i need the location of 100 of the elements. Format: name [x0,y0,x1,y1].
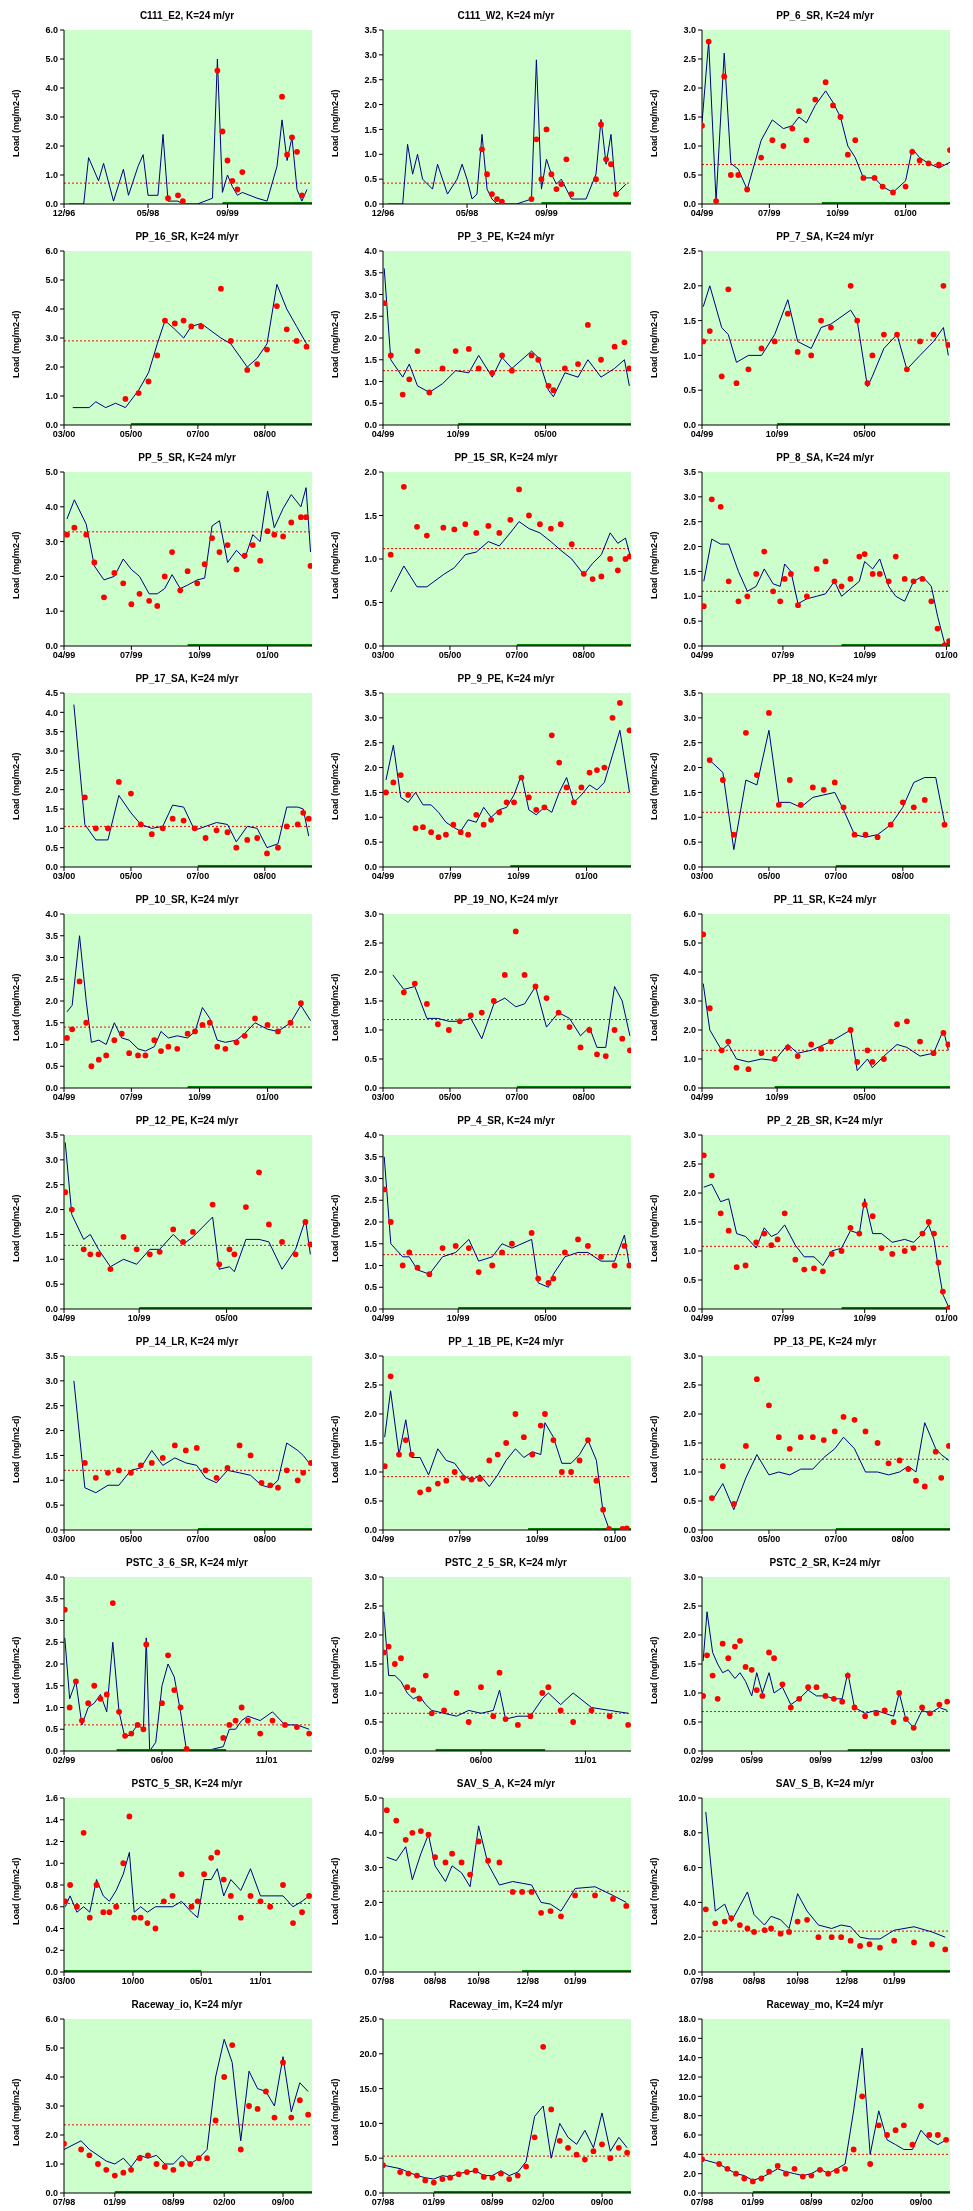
y-tick-label: 2.0 [683,83,696,94]
x-tick-label: 11/01 [255,1755,278,1766]
x-tick-label: 09/00 [909,2197,933,2208]
y-tick-label: 5.0 [45,2043,58,2054]
y-axis-title: Load (mg/m2-d) [330,89,341,157]
y-tick-label: 10.0 [678,2091,696,2102]
x-tick-label: 03/00 [371,1092,395,1103]
x-tick-label: 03/00 [52,1534,76,1545]
y-tick-label: 0.0 [45,641,58,652]
x-tick-label: 05/00 [215,1313,238,1324]
y-tick-label: 1.5 [364,354,377,365]
y-tick-label: 1.5 [683,1659,696,1670]
y-tick-label: 0.5 [364,1717,377,1728]
x-tick-label: 10/99 [188,650,211,661]
y-axis-title: Load (mg/m2-d) [330,1415,341,1483]
x-tick-label: 04/99 [52,1313,76,1324]
y-tick-label: 0.0 [45,2188,58,2199]
y-tick-label: 0.0 [364,420,377,431]
y-tick-label: 3.0 [45,112,58,123]
y-tick-label: 0.0 [45,1746,58,1757]
chart-title: PP_6_SR, K=24 m/yr [775,9,875,23]
y-tick-label: 2.0 [683,1409,696,1420]
y-tick-label: 1.5 [45,1450,58,1461]
y-tick-label: 2.0 [364,1217,377,1228]
x-tick-label: 01/99 [103,2197,127,2208]
y-tick-label: 4.0 [683,967,696,978]
y-tick-label: 1.0 [364,1467,377,1478]
y-tick-label: 4.0 [364,246,377,257]
y-tick-label: 2.0 [45,362,58,373]
y-tick-label: 0.5 [364,1054,377,1065]
x-tick-label: 02/99 [52,1755,76,1766]
y-tick-label: 5.0 [45,275,58,286]
y-tick-label: 2.0 [45,996,58,1007]
y-tick-label: 2.5 [683,516,696,527]
y-tick-label: 0.5 [45,1061,58,1072]
y-tick-label: 0.0 [364,1525,377,1536]
x-tick-label: 10/00 [121,1976,145,1987]
x-tick-label: 12/96 [52,208,76,219]
y-tick-label: 0.5 [364,174,377,185]
y-axis-title: Load (mg/m2-d) [330,1857,341,1925]
chart-title: PP_13_PE, K=24 m/yr [772,1335,878,1349]
y-tick-label: 0.5 [45,1279,58,1290]
y-tick-label: 0.6 [45,1901,58,1912]
y-tick-label: 3.0 [683,713,696,724]
x-tick-label: 07/99 [771,1313,795,1324]
x-tick-label: 05/98 [136,208,160,219]
y-tick-label: 0.5 [45,1724,58,1735]
chart-title: PP_2_2B_SR, K=24 m/yr [766,1114,884,1128]
y-tick-label: 1.0 [364,554,377,565]
y-tick-label: 6.0 [45,2014,58,2025]
x-tick-label: 11/01 [249,1976,272,1987]
y-tick-label: 1.5 [683,1438,696,1449]
y-tick-label: 3.0 [683,1351,696,1362]
y-tick-label: 3.0 [683,492,696,503]
y-tick-label: 1.0 [45,391,58,402]
y-tick-label: 2.5 [364,74,377,85]
x-tick-label: 01/00 [575,871,598,882]
x-tick-label: 12/96 [371,208,395,219]
y-tick-label: 1.5 [364,510,377,521]
chart-title: SAV_S_B, K=24 m/yr [774,1777,876,1791]
x-tick-label: 09/00 [271,2197,295,2208]
x-tick-label: 08/00 [253,1534,277,1545]
y-tick-label: 2.0 [45,1425,58,1436]
x-tick-label: 06/00 [150,1755,174,1766]
y-tick-label: 3.5 [364,267,377,278]
y-tick-label: 2.5 [683,1380,696,1391]
y-axis-title: Load (mg/m2-d) [649,531,660,599]
y-axis-title: Load (mg/m2-d) [330,310,341,378]
y-tick-label: 2.5 [364,1195,377,1206]
y-tick-label: 14.0 [678,2052,696,2063]
chart-title: PSTC_2_SR, K=24 m/yr [768,1556,882,1570]
y-tick-label: 2.5 [45,1400,58,1411]
chart-title: PP_12_PE, K=24 m/yr [134,1114,240,1128]
y-tick-label: 4.0 [45,304,58,315]
x-tick-label: 08/00 [891,1534,915,1545]
y-tick-label: 0.0 [683,862,696,873]
y-tick-label: 1.5 [683,566,696,577]
x-tick-label: 07/99 [758,208,781,219]
y-tick-label: 1.6 [45,1793,58,1804]
x-tick-label: 01/00 [603,1534,627,1545]
y-tick-label: 4.0 [45,2072,58,2083]
x-tick-label: 07/98 [690,1976,714,1987]
chart-title: PP_7_SA, K=24 m/yr [775,230,875,244]
y-tick-label: 2.0 [683,2168,696,2179]
y-tick-label: 0.2 [45,1945,58,1956]
y-tick-label: 4.5 [45,688,58,699]
y-tick-label: 2.0 [45,1659,58,1670]
chart-title: C111_E2, K=24 m/yr [138,9,236,23]
x-tick-label: 04/99 [690,429,714,440]
y-tick-label: 8.0 [683,2110,696,2121]
y-tick-label: 1.5 [683,1217,696,1228]
y-tick-label: 1.0 [45,1702,58,1713]
y-tick-label: 1.0 [683,812,696,823]
y-tick-label: 1.5 [364,1659,377,1670]
y-tick-label: 1.5 [45,1680,58,1691]
y-axis-title: Load (mg/m2-d) [649,2078,660,2146]
x-tick-label: 01/99 [882,1976,906,1987]
x-tick-label: 05/98 [455,208,479,219]
y-tick-label: 0.0 [364,1083,377,1094]
y-tick-label: 25.0 [359,2014,377,2025]
